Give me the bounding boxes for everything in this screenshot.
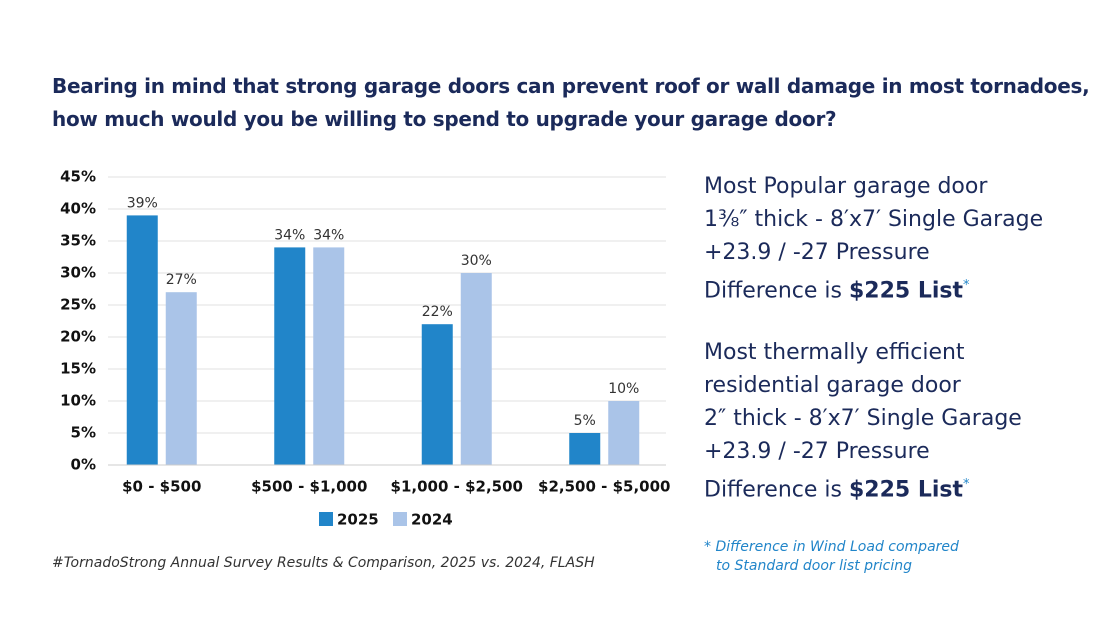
note: Most Popular garage door 1⅜″ thick - 8′x7…	[704, 170, 1043, 307]
value-label: 27%	[166, 272, 197, 288]
value-label: 10%	[608, 381, 639, 397]
y-tick-label: 0%	[71, 456, 96, 474]
footnote-line: to Standard door list pricing	[716, 558, 913, 574]
y-tick-label: 30%	[60, 264, 96, 282]
legend-label: 2025	[337, 511, 379, 529]
bar	[165, 292, 197, 465]
bar	[421, 324, 453, 465]
note-line: Difference is $225 List*	[704, 269, 1043, 307]
x-tick-label: $1,000 - $2,500	[391, 478, 523, 496]
x-tick-label: $0 - $500	[122, 478, 201, 496]
title-line: how much would you be willing to spend t…	[52, 107, 837, 131]
bar	[274, 247, 306, 465]
y-tick-label: 25%	[60, 296, 96, 314]
note-line: Most Popular garage door	[704, 174, 988, 199]
y-tick-label: 10%	[60, 392, 96, 410]
asterisk: *	[963, 477, 970, 492]
source: #TornadoStrong Annual Survey Results & C…	[52, 555, 595, 571]
note-line: 1⅜″ thick - 8′x7′ Single Garage	[704, 207, 1044, 232]
legend-label: 2024	[411, 511, 453, 529]
value-label: 30%	[461, 253, 492, 269]
legend-swatch	[319, 512, 333, 526]
bar	[569, 433, 601, 465]
bar	[126, 215, 158, 465]
legend-swatch	[393, 512, 407, 526]
note: Most thermally efficient residential gara…	[704, 336, 1022, 506]
bar	[460, 273, 492, 465]
value-label: 34%	[274, 227, 305, 243]
price: $225 List	[848, 278, 964, 304]
title-line: Bearing in mind that strong garage doors…	[52, 74, 1090, 98]
bar	[313, 247, 345, 465]
y-tick-label: 5%	[71, 424, 96, 442]
y-tick-label: 40%	[60, 200, 96, 218]
note-line: residential garage door	[704, 373, 961, 398]
y-tick-label: 35%	[60, 232, 96, 250]
y-tick-label: 45%	[60, 168, 96, 186]
note-text: Difference is	[704, 278, 849, 304]
y-tick-label: 20%	[60, 328, 96, 346]
note-text: Difference is	[704, 477, 849, 503]
x-tick-label: $500 - $1,000	[251, 478, 367, 496]
note-line: +23.9 / -27 Pressure	[704, 240, 930, 265]
footnote: * Difference in Wind Load compared to St…	[704, 538, 959, 576]
chart-title: Bearing in mind that strong garage doors…	[52, 70, 1090, 136]
x-tick-label: $2,500 - $5,000	[538, 478, 670, 496]
note-line: Difference is $225 List*	[704, 468, 1022, 506]
asterisk: *	[963, 278, 970, 293]
value-label: 5%	[574, 413, 596, 429]
value-label: 34%	[313, 227, 344, 243]
bar	[608, 401, 640, 465]
footnote-line: * Difference in Wind Load compared	[704, 539, 959, 555]
note-line: Most thermally efficient	[704, 340, 965, 365]
note-line: +23.9 / -27 Pressure	[704, 439, 930, 464]
value-label: 39%	[127, 195, 158, 211]
y-tick-label: 15%	[60, 360, 96, 378]
note-line: 2″ thick - 8′x7′ Single Garage	[704, 406, 1022, 431]
value-label: 22%	[422, 304, 453, 320]
price: $225 List	[848, 477, 964, 503]
